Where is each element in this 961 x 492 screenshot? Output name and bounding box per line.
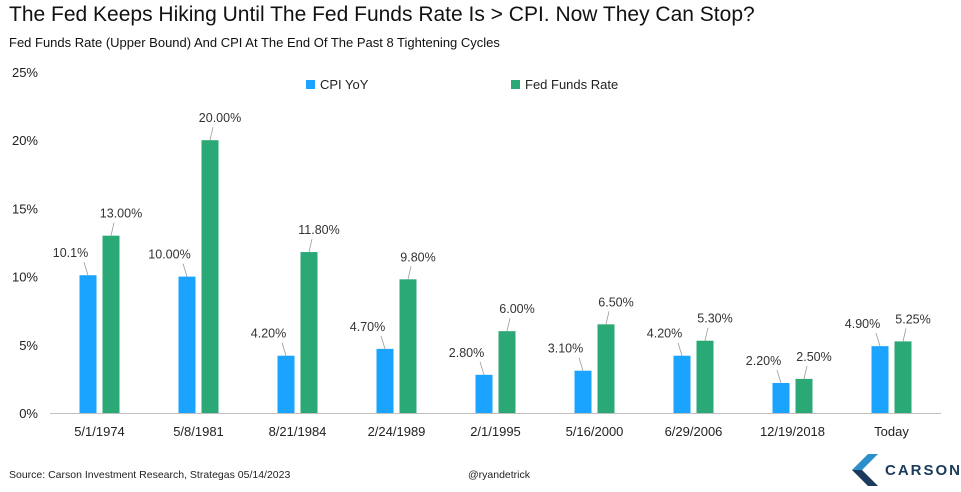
cpi-value-label: 2.20%	[746, 354, 781, 368]
data-label-leader	[677, 342, 683, 356]
x-tick-label: 6/29/2006	[665, 424, 723, 439]
cpi-value-label: 10.1%	[53, 246, 88, 260]
cpi-bar	[574, 370, 592, 413]
x-tick-label: 5/1/1974	[74, 424, 125, 439]
data-label-leader	[182, 263, 188, 277]
x-tick-label: 8/21/1984	[269, 424, 327, 439]
cpi-value-label: 4.20%	[647, 327, 682, 341]
x-tick-label: 12/19/2018	[760, 424, 825, 439]
x-tick-label: 2/24/1989	[368, 424, 426, 439]
data-label-leader	[407, 266, 412, 280]
cpi-value-label: 4.70%	[350, 320, 385, 334]
carson-logo: CARSON	[852, 453, 960, 487]
x-tick-label: 2/1/1995	[470, 424, 521, 439]
fed-funds-value-label: 5.25%	[895, 312, 930, 326]
cpi-bar	[79, 275, 97, 413]
fed-funds-value-label: 13.00%	[100, 207, 142, 221]
fed-funds-bar	[102, 235, 120, 413]
fed-funds-value-label: 20.00%	[199, 111, 241, 125]
fed-funds-value-label: 6.00%	[499, 302, 534, 316]
cpi-value-label: 10.00%	[148, 248, 190, 262]
legend-swatch-fed-funds	[511, 80, 520, 89]
data-label-leader	[479, 361, 485, 375]
fed-funds-bar	[300, 252, 318, 413]
data-label-leader	[83, 262, 89, 276]
data-label-leader	[110, 222, 115, 236]
data-label-leader	[308, 238, 313, 253]
fed-funds-value-label: 6.50%	[598, 295, 633, 309]
fed-funds-value-label: 9.80%	[400, 250, 435, 264]
data-label-leader	[209, 127, 214, 141]
data-label-leader	[875, 333, 881, 347]
logo-text: CARSON	[885, 462, 961, 479]
fed-funds-bar	[597, 324, 615, 413]
data-label-leader	[506, 318, 511, 332]
cpi-bar	[277, 355, 295, 413]
cpi-bar	[475, 374, 493, 413]
x-tick-label: Today	[874, 424, 909, 439]
data-label-leader	[803, 365, 808, 379]
cpi-bar	[772, 382, 790, 413]
author-handle: @ryandetrick	[468, 469, 531, 481]
data-label-leader	[380, 335, 386, 350]
y-tick-label: 15%	[12, 201, 38, 216]
y-tick-label: 20%	[12, 133, 38, 148]
fed-funds-value-label: 5.30%	[697, 312, 732, 326]
y-tick-label: 0%	[19, 406, 38, 421]
chart-title: The Fed Keeps Hiking Until The Fed Funds…	[9, 3, 755, 26]
data-label-leader	[605, 311, 610, 325]
cpi-bar	[673, 355, 691, 413]
cpi-value-label: 3.10%	[548, 342, 583, 356]
cpi-bar	[178, 276, 196, 413]
y-tick-label: 5%	[19, 338, 38, 353]
cpi-value-label: 4.20%	[251, 327, 286, 341]
data-label-leader	[281, 342, 287, 356]
fed-funds-value-label: 2.50%	[796, 350, 831, 364]
data-label-leader	[578, 357, 584, 371]
x-tick-label: 5/16/2000	[566, 424, 624, 439]
y-tick-label: 25%	[12, 65, 38, 80]
fed-funds-bar	[498, 331, 516, 413]
cpi-value-label: 4.90%	[845, 317, 880, 331]
y-tick-label: 10%	[12, 270, 38, 285]
source-note: Source: Carson Investment Research, Stra…	[9, 469, 291, 481]
data-label-leader	[776, 369, 782, 384]
fed-funds-value-label: 11.80%	[298, 223, 339, 237]
legend-label-cpi: CPI YoY	[320, 77, 369, 92]
carson-chevron-icon	[852, 454, 878, 486]
cpi-bar	[376, 348, 394, 413]
fed-funds-bar	[795, 378, 813, 413]
data-label-leader	[704, 327, 709, 341]
fed-funds-bar	[201, 140, 219, 413]
legend-label-fed-funds: Fed Funds Rate	[525, 77, 618, 92]
fed-funds-bar	[894, 341, 912, 413]
fed-funds-bar	[399, 279, 417, 413]
x-tick-label: 5/8/1981	[173, 424, 224, 439]
fed-funds-bar	[696, 340, 714, 413]
data-label-leader	[902, 328, 907, 342]
cpi-bar	[871, 346, 889, 413]
cpi-value-label: 2.80%	[449, 346, 484, 360]
legend-swatch-cpi	[306, 80, 315, 89]
chart-subtitle: Fed Funds Rate (Upper Bound) And CPI At …	[9, 35, 500, 50]
